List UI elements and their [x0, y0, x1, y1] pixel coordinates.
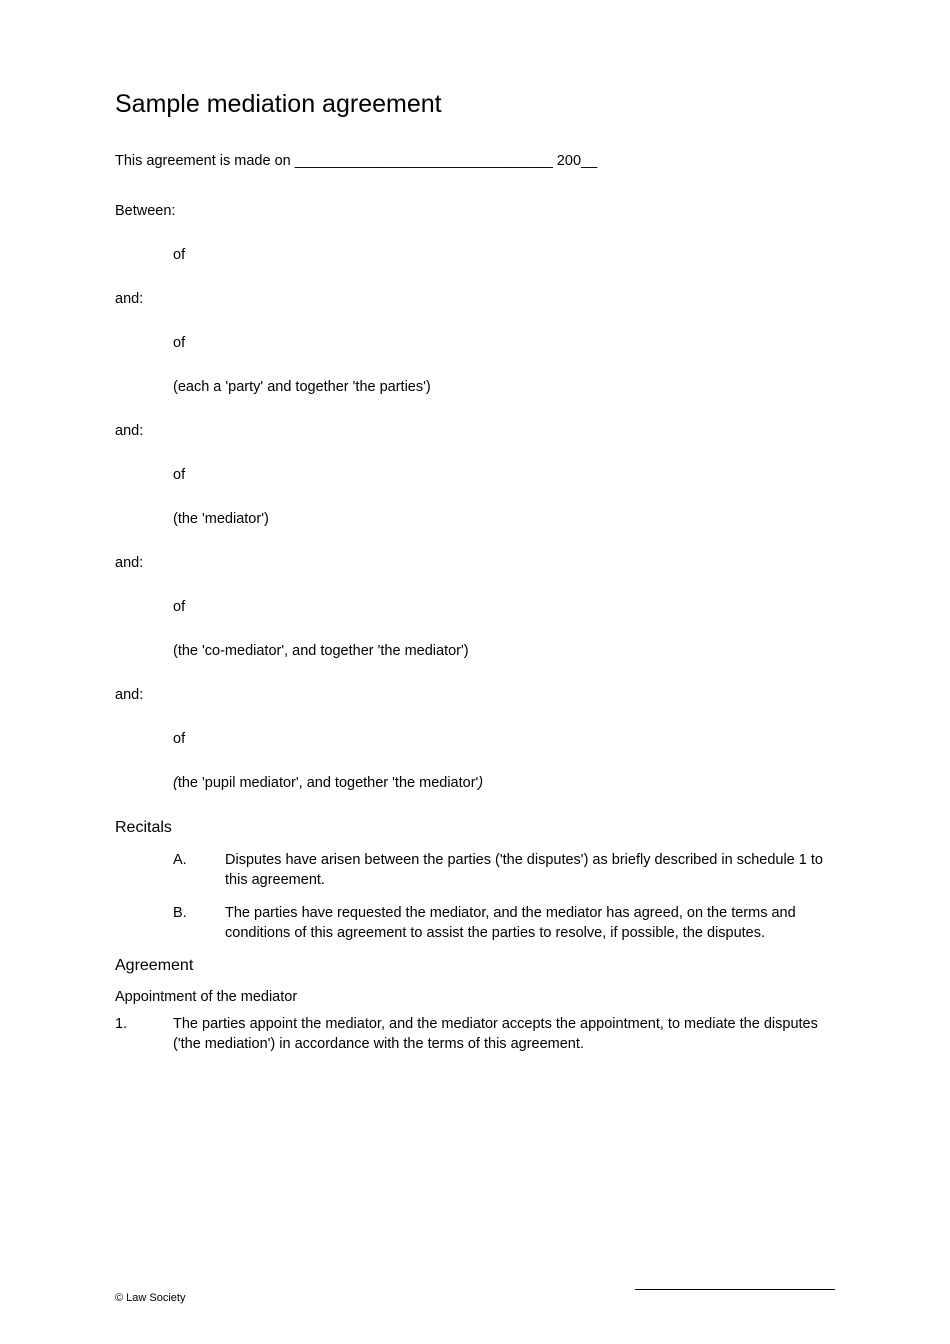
- agreement-heading: Agreement: [115, 957, 835, 975]
- pupil-desc: (the 'pupil mediator', and together 'the…: [173, 775, 835, 791]
- appointment-subheading: Appointment of the mediator: [115, 989, 835, 1005]
- mediator-desc: (the 'mediator'): [173, 511, 835, 527]
- party1-of: of: [173, 247, 835, 263]
- and-label-3: and:: [115, 555, 835, 571]
- pupil-of: of: [173, 731, 835, 747]
- clause-number: 1.: [115, 1015, 173, 1054]
- document-page: Sample mediation agreement This agreemen…: [0, 0, 950, 1344]
- intro-line: This agreement is made on ______________…: [115, 153, 835, 169]
- page-title: Sample mediation agreement: [115, 90, 835, 119]
- clause-row: 1. The parties appoint the mediator, and…: [115, 1015, 835, 1054]
- mediator-of: of: [173, 467, 835, 483]
- recital-row: B. The parties have requested the mediat…: [173, 904, 835, 943]
- footer-rule: [635, 1289, 835, 1290]
- recital-row: A. Disputes have arisen between the part…: [173, 851, 835, 890]
- comediator-desc: (the 'co-mediator', and together 'the me…: [173, 643, 835, 659]
- pupil-desc-text: the 'pupil mediator', and together 'the …: [178, 775, 478, 791]
- and-label-2: and:: [115, 423, 835, 439]
- party2-of: of: [173, 335, 835, 351]
- parties-desc: (each a 'party' and together 'the partie…: [173, 379, 835, 395]
- recital-text: The parties have requested the mediator,…: [225, 904, 835, 943]
- clause-text: The parties appoint the mediator, and th…: [173, 1015, 835, 1054]
- recital-letter: B.: [173, 904, 225, 943]
- recitals-heading: Recitals: [115, 819, 835, 837]
- recital-letter: A.: [173, 851, 225, 890]
- and-label-4: and:: [115, 687, 835, 703]
- pupil-paren-close: ): [478, 775, 483, 791]
- and-label-1: and:: [115, 291, 835, 307]
- copyright-text: © Law Society: [115, 1292, 185, 1304]
- between-label: Between:: [115, 203, 835, 219]
- recital-text: Disputes have arisen between the parties…: [225, 851, 835, 890]
- page-footer: © Law Society: [115, 1289, 835, 1304]
- comediator-of: of: [173, 599, 835, 615]
